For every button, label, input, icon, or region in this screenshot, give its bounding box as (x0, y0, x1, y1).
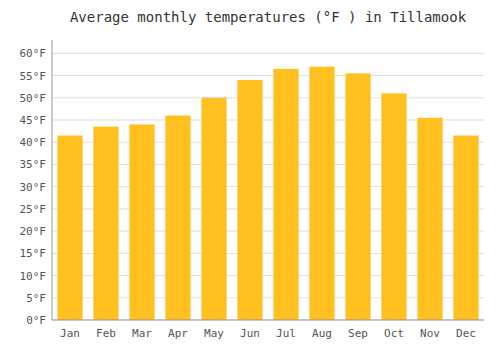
bar (93, 127, 118, 320)
bar (345, 73, 370, 320)
y-tick-label: 40°F (20, 136, 47, 149)
y-axis-line (52, 40, 53, 320)
bar (129, 124, 154, 320)
x-axis-line (52, 320, 484, 321)
x-tick-label: Jan (60, 327, 80, 340)
bar (57, 136, 82, 320)
x-tick-label: Jun (240, 327, 260, 340)
y-tick-label: 45°F (20, 114, 47, 127)
y-tick-label: 60°F (20, 47, 47, 60)
y-tick-label: 5°F (26, 292, 46, 305)
bar (309, 67, 334, 320)
y-tick-label: 55°F (20, 70, 47, 83)
grid-line (52, 53, 484, 54)
y-tick-label: 30°F (20, 181, 47, 194)
x-tick-label: Sep (348, 327, 368, 340)
y-tick-label: 15°F (20, 247, 47, 260)
x-tick-label: Apr (168, 327, 188, 340)
x-tick-label: Nov (420, 327, 440, 340)
y-tick-label: 10°F (20, 270, 47, 283)
x-tick-label: Mar (132, 327, 152, 340)
x-tick-label: Aug (312, 327, 332, 340)
grid-line (52, 320, 484, 321)
bar (165, 116, 190, 320)
y-tick-label: 35°F (20, 158, 47, 171)
bar (453, 136, 478, 320)
title: Average monthly temperatures (°F ) in Ti… (70, 9, 467, 25)
x-tick-label: Dec (456, 327, 476, 340)
y-tick-label: 0°F (26, 314, 46, 327)
chart: Average monthly temperatures (°F ) in Ti… (0, 0, 500, 350)
y-tick-label: 25°F (20, 203, 47, 216)
bar (381, 93, 406, 320)
grid-line (52, 75, 484, 76)
x-tick-label: Oct (384, 327, 404, 340)
grid-line (52, 97, 484, 98)
bar (201, 98, 226, 320)
grid (52, 53, 484, 320)
bar (273, 69, 298, 320)
x-tick-label: Feb (96, 327, 116, 340)
x-tick-label: Jul (276, 327, 296, 340)
bar (417, 118, 442, 320)
bar (237, 80, 262, 320)
y-tick-label: 50°F (20, 92, 47, 105)
y-tick-label: 20°F (20, 225, 47, 238)
x-tick-label: May (204, 327, 224, 340)
bars (57, 67, 478, 320)
